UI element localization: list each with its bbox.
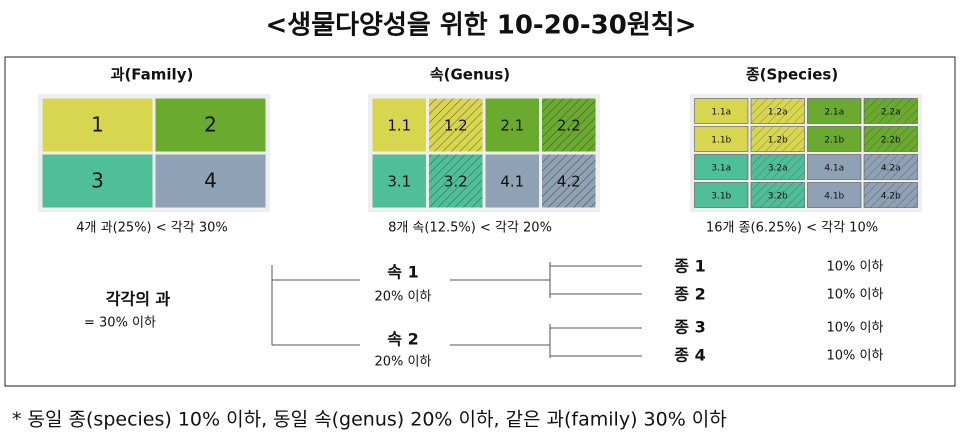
cell-label: 4.1: [500, 173, 524, 191]
cell: [694, 98, 749, 124]
species-label: 종 3: [674, 318, 705, 337]
cell-label: 3.2b: [768, 192, 788, 202]
species-limit: 10% 이하: [827, 260, 884, 275]
cell-label: 4.1a: [824, 164, 844, 174]
cell-label: 1.1: [387, 117, 411, 135]
panel-heading: 속(Genus): [430, 66, 510, 84]
species-label: 종 1: [674, 257, 705, 276]
panel-caption: 8개 속(12.5%) < 각각 20%: [388, 221, 552, 236]
title: <생물다양성을 위한 10-20-30원칙>: [265, 11, 696, 41]
cell-label: 1.2: [444, 117, 468, 135]
hatch: [542, 154, 596, 208]
hatch: [751, 126, 805, 152]
species-limit: 10% 이하: [827, 321, 884, 336]
cell-label: 3.1: [387, 173, 411, 191]
cell-label: 4.2: [557, 173, 581, 191]
hatch: [864, 98, 918, 124]
frame: [4, 56, 956, 387]
cell-label: 2.2a: [881, 108, 901, 118]
species-label: 종 4: [674, 346, 705, 365]
root-label: 각각의 과: [106, 290, 171, 309]
cell-label: 2.2: [557, 117, 581, 135]
root-limit: = 30% 이하: [84, 316, 156, 331]
cell: [485, 154, 539, 208]
tree-lines: [271, 262, 642, 358]
cell-label: 2.1b: [824, 136, 844, 146]
cell: [694, 126, 749, 152]
hatch: [751, 154, 805, 180]
hatch: [864, 154, 918, 180]
cell-label: 4: [204, 169, 217, 193]
cell-label: 1.2b: [768, 136, 788, 146]
cell-label: 3: [91, 169, 104, 193]
genus-limit: 20% 이하: [375, 290, 432, 305]
cell-label: 2: [204, 113, 217, 137]
species-label: 종 2: [674, 285, 705, 304]
hatch: [751, 98, 805, 124]
cell: [372, 154, 426, 208]
hatch: [542, 98, 596, 152]
cell: [807, 182, 862, 208]
cell-label: 1.2a: [768, 108, 788, 118]
hatch: [864, 126, 918, 152]
footnote: * 동일 종(species) 10% 이하, 동일 속(genus) 20% …: [12, 409, 727, 431]
panel-caption: 4개 과(25%) < 각각 30%: [76, 221, 227, 236]
hatch: [429, 154, 483, 208]
cell-label: 2.1a: [824, 108, 844, 118]
cell: [155, 154, 266, 208]
cell-label: 4.2a: [881, 164, 901, 174]
cell-label: 3.1a: [711, 164, 731, 174]
cell-label: 1.1a: [711, 108, 731, 118]
cell-label: 2.2b: [881, 136, 901, 146]
genus-label: 속 1: [387, 263, 418, 282]
panel-heading: 과(Family): [111, 66, 194, 84]
genus-label: 속 2: [387, 330, 418, 349]
cell: [155, 98, 266, 152]
panel-heading: 종(Species): [746, 66, 838, 84]
hatch: [429, 98, 483, 152]
cell-label: 1: [91, 113, 104, 137]
cell-label: 4.2b: [881, 192, 901, 202]
cell-label: 2.1: [500, 117, 524, 135]
cell: [807, 154, 862, 180]
cell-label: 1.1b: [711, 136, 731, 146]
cell: [694, 154, 749, 180]
cell-label: 3.1b: [711, 192, 731, 202]
hatch: [864, 182, 918, 208]
species-limit: 10% 이하: [827, 349, 884, 364]
species-limit: 10% 이하: [827, 288, 884, 303]
cell-label: 3.2a: [768, 164, 788, 174]
cell: [42, 154, 153, 208]
panel-caption: 16개 종(6.25%) < 각각 10%: [706, 221, 878, 236]
cell: [42, 98, 153, 152]
cell: [694, 182, 749, 208]
genus-limit: 20% 이하: [375, 355, 432, 370]
cell-label: 4.1b: [824, 192, 844, 202]
cell: [372, 98, 426, 152]
cell-label: 3.2: [444, 173, 468, 191]
cell: [807, 126, 862, 152]
hatch: [751, 182, 805, 208]
cell: [485, 98, 539, 152]
cell: [807, 98, 862, 124]
